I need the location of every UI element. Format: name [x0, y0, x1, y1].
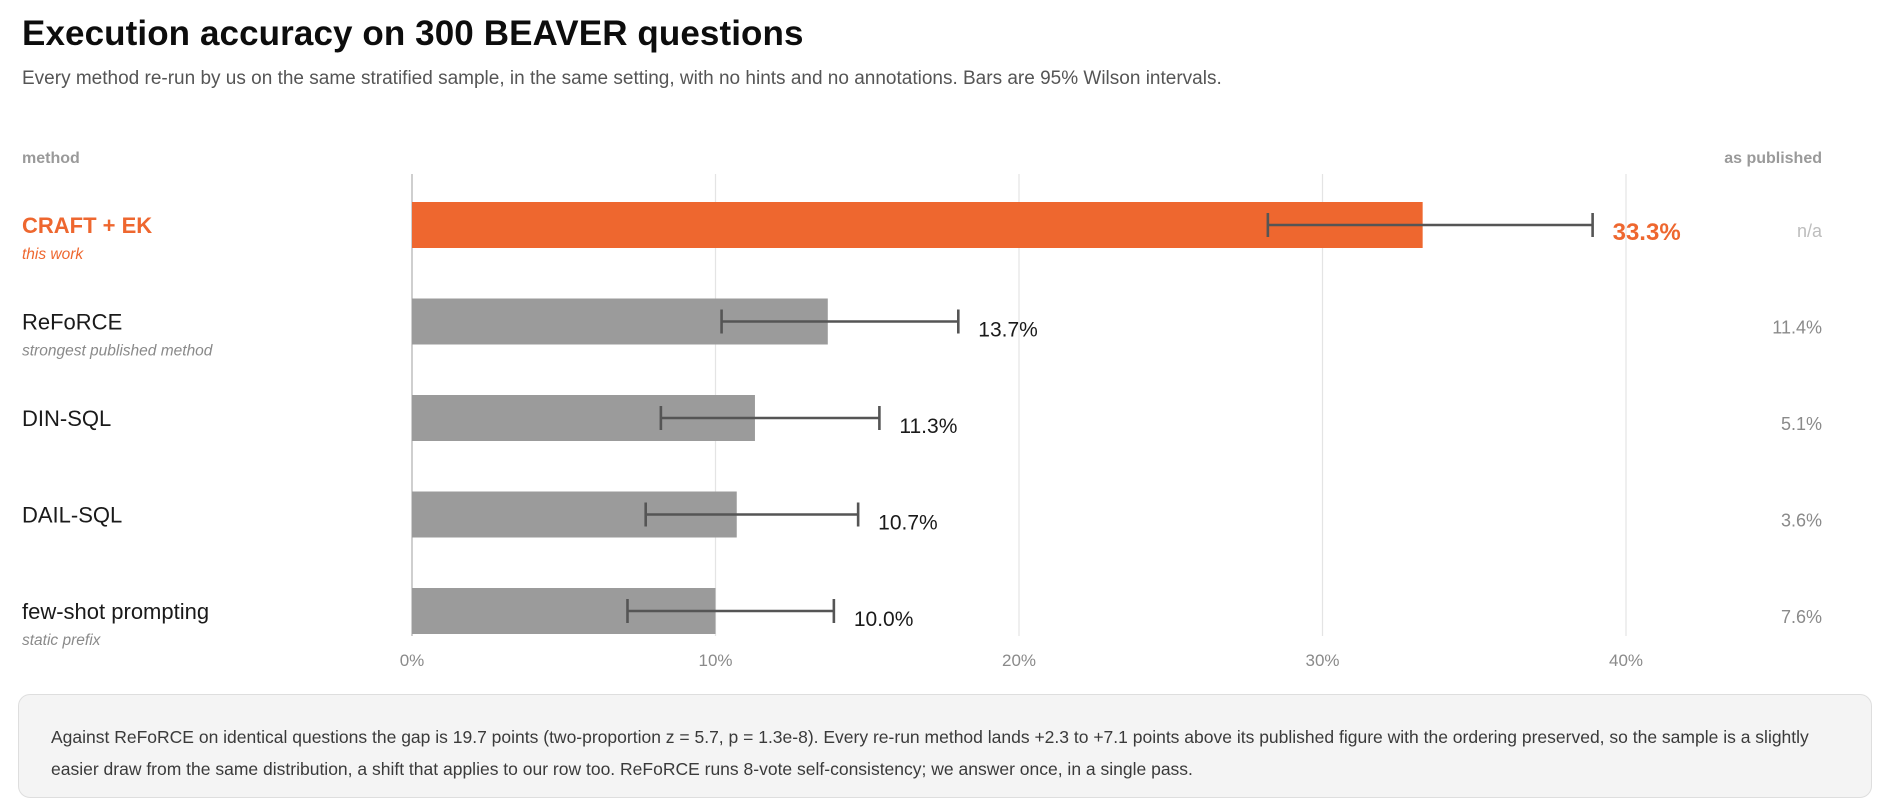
method-label: DAIL-SQL [22, 503, 122, 528]
x-tick-label: 30% [1305, 651, 1339, 670]
data-label: 10.7% [878, 512, 938, 535]
x-tick-label: 0% [400, 651, 425, 670]
accuracy-bar-chart: 0% 10% 20% 30% 40% 33.3% CRAFT + EK this work n/… [22, 174, 1823, 670]
footnote-text: Against ReFoRCE on identical questions t… [51, 727, 1809, 779]
method-note: static prefix [22, 632, 102, 649]
method-note: strongest published method [22, 343, 214, 360]
chart-title: Execution accuracy on 300 BEAVER questio… [22, 14, 804, 53]
bars [412, 202, 1594, 634]
published-value: 3.6% [1781, 511, 1822, 531]
data-label: 11.3% [899, 415, 957, 438]
published-value: n/a [1797, 221, 1823, 241]
data-label: 13.7% [978, 319, 1038, 342]
method-note: this work [22, 246, 84, 263]
method-label: ReFoRCE [22, 310, 122, 335]
data-label: 10.0% [854, 608, 914, 631]
method-label: CRAFT + EK [22, 213, 152, 238]
published-column-header: as published [1724, 150, 1822, 167]
bar [412, 202, 1423, 248]
data-label: 33.3% [1613, 219, 1681, 246]
published-value: 7.6% [1781, 607, 1822, 627]
footnote-box: Against ReFoRCE on identical questions t… [18, 694, 1872, 798]
published-value: 5.1% [1781, 414, 1822, 434]
published-value: 11.4% [1772, 318, 1822, 338]
x-tick-label: 40% [1609, 651, 1643, 670]
x-tick-label: 20% [1002, 651, 1036, 670]
chart-subtitle: Every method re-run by us on the same st… [22, 68, 1222, 89]
x-tick-label: 10% [698, 651, 732, 670]
labels: 0% 10% 20% 30% 40% 33.3% CRAFT + EK this work n/… [22, 213, 1823, 670]
method-label: few-shot prompting [22, 599, 209, 624]
method-label: DIN-SQL [22, 406, 111, 431]
method-column-header: method [22, 150, 80, 167]
